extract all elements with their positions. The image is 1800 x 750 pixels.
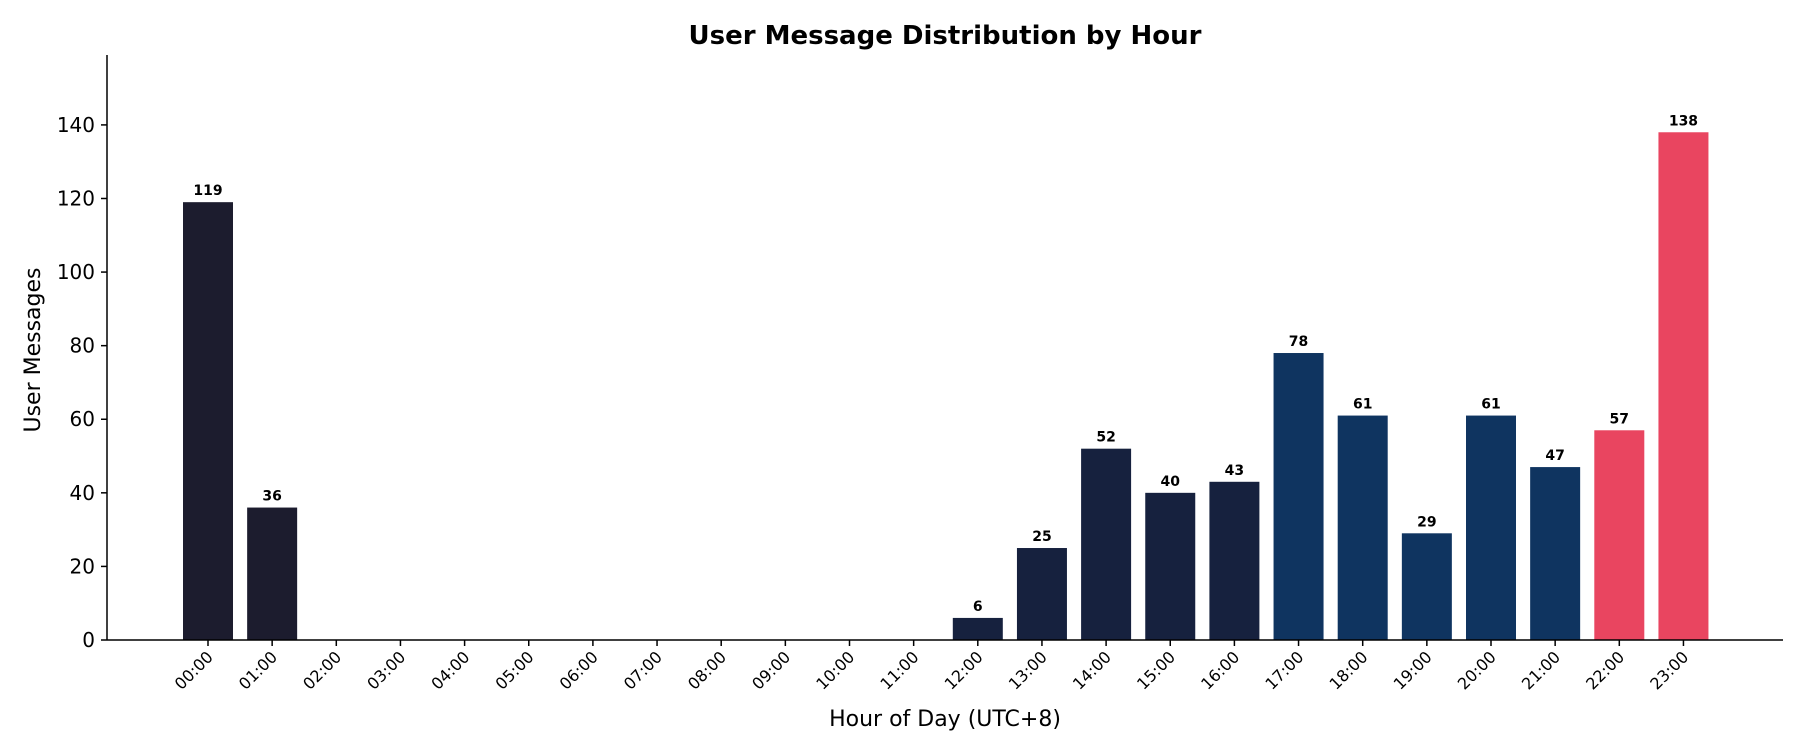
x-tick-label-0900: 09:00 (748, 647, 794, 693)
bar-1600 (1209, 481, 1260, 640)
bar-2200 (1594, 430, 1645, 640)
x-tick-label-0200: 02:00 (299, 647, 345, 693)
x-tick-label-0400: 04:00 (427, 647, 473, 693)
x-tick-label-2300: 23:00 (1646, 647, 1692, 693)
data-label-1700: 78 (1289, 334, 1308, 350)
bars-group (183, 132, 1709, 641)
y-axis: 0 20 40 60 80 100 120 140 (57, 113, 107, 652)
x-tick-label-2100: 21:00 (1518, 647, 1564, 693)
data-label-2300: 138 (1669, 113, 1698, 129)
x-tick-label-1200: 12:00 (941, 647, 987, 693)
data-label-2200: 57 (1610, 411, 1629, 427)
data-label-2000: 61 (1481, 397, 1500, 413)
x-tick-label-0300: 03:00 (363, 647, 409, 693)
y-tick-label-100: 100 (57, 260, 95, 284)
x-tick-label-1600: 16:00 (1197, 647, 1243, 693)
bar-2000 (1466, 415, 1516, 640)
x-tick-label-0700: 07:00 (620, 647, 666, 693)
data-label-2100: 47 (1545, 448, 1564, 464)
x-tick-label-1700: 17:00 (1261, 647, 1307, 693)
data-label-1900: 29 (1417, 514, 1436, 530)
bar-0000 (183, 202, 233, 641)
y-tick-label-20: 20 (70, 554, 95, 578)
bar-0100 (247, 507, 298, 640)
x-tick-label-1400: 14:00 (1069, 647, 1115, 693)
y-tick-label-60: 60 (70, 407, 95, 431)
x-tick-label-0000: 00:00 (171, 647, 217, 693)
bar-1400 (1081, 448, 1132, 640)
data-label-0100: 36 (262, 489, 281, 505)
data-label-0000: 119 (193, 183, 222, 199)
y-tick-label-80: 80 (70, 334, 95, 358)
bar-1500 (1145, 492, 1196, 640)
bar-2100 (1530, 467, 1581, 640)
bar-1200 (952, 617, 1003, 640)
x-axis: 00:00 01:00 02:00 03:00 04:00 05:00 06:00 07:00… (171, 640, 1692, 693)
x-tick-label-0600: 06:00 (556, 647, 602, 693)
data-label-1800: 61 (1353, 397, 1372, 413)
x-axis-label: Hour of Day (UTC+8) (829, 707, 1061, 732)
x-tick-label-0800: 08:00 (684, 647, 730, 693)
data-labels-group: 119 36 6 25 52 40 43 78 61 29 61 47 57 138 (193, 113, 1698, 615)
y-tick-label-0: 0 (82, 628, 95, 652)
bar-1300 (1016, 548, 1067, 640)
chart-title: User Message Distribution by Hour (689, 21, 1202, 51)
data-label-1200: 6 (973, 599, 983, 615)
x-tick-label-1000: 10:00 (812, 647, 858, 693)
bar-1700 (1273, 353, 1324, 640)
y-tick-label-140: 140 (57, 113, 95, 137)
x-tick-label-1800: 18:00 (1325, 647, 1371, 693)
bar-2300 (1658, 132, 1709, 640)
data-label-1400: 52 (1096, 430, 1115, 446)
y-tick-label-120: 120 (57, 186, 95, 210)
data-label-1500: 40 (1161, 474, 1181, 490)
y-tick-label-40: 40 (70, 481, 95, 505)
x-tick-label-1900: 19:00 (1390, 647, 1436, 693)
x-tick-label-1500: 15:00 (1133, 647, 1179, 693)
x-tick-label-1100: 11:00 (876, 647, 922, 693)
x-tick-label-2200: 22:00 (1582, 647, 1628, 693)
data-label-1600: 43 (1225, 463, 1244, 479)
x-tick-label-1300: 13:00 (1005, 647, 1051, 693)
x-tick-label-0500: 05:00 (492, 647, 538, 693)
data-label-1300: 25 (1032, 529, 1051, 545)
bar-1800 (1337, 415, 1388, 640)
y-axis-label: User Messages (21, 267, 46, 432)
x-tick-label-2000: 20:00 (1454, 647, 1500, 693)
x-tick-label-0100: 01:00 (235, 647, 281, 693)
bar-1900 (1401, 533, 1452, 640)
